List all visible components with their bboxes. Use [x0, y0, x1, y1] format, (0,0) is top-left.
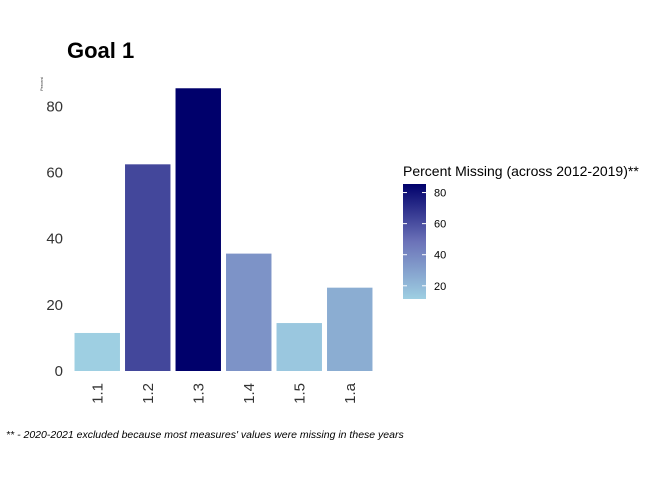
x-tick-label: 1.3 [190, 383, 207, 404]
bars [74, 88, 373, 372]
x-tick-label: 1.5 [291, 383, 308, 404]
legend-colorbar [403, 184, 426, 299]
legend-tick-label: 80 [434, 188, 446, 200]
bar-1-1 [74, 332, 120, 371]
legend-tick-label: 20 [434, 281, 446, 293]
y-tick-label: 40 [46, 231, 63, 248]
legend-tick-label: 40 [434, 250, 446, 262]
legend-title: Percent Missing (across 2012-2019)** [403, 163, 639, 179]
x-tick-label: 1.4 [241, 383, 258, 404]
y-axis-ticks: 0 20 40 60 80 [46, 98, 63, 380]
x-tick-label: 1.1 [89, 383, 106, 404]
legend: Percent Missing (across 2012-2019)** 20 4… [403, 163, 639, 299]
x-axis-ticks: 1.1 1.2 1.3 1.4 1.5 1.a [89, 382, 359, 404]
y-tick-label: 0 [55, 363, 63, 380]
bar-1-a [327, 287, 373, 371]
y-axis-label: Percent [39, 76, 44, 91]
bar-1-2 [125, 164, 171, 371]
footnote-caption: ** - 2020-2021 excluded because most mea… [6, 429, 404, 441]
y-tick-label: 20 [46, 297, 63, 314]
y-tick-label: 60 [46, 165, 63, 182]
legend-tick-label: 60 [434, 219, 446, 231]
x-tick-label: 1.2 [140, 383, 157, 404]
chart-title: Goal 1 [67, 38, 134, 63]
legend-ticks: 20 40 60 80 [403, 188, 446, 293]
bar-1-4 [226, 253, 272, 371]
bar-1-3 [175, 88, 221, 372]
bar-1-5 [276, 323, 322, 371]
y-tick-label: 80 [46, 98, 63, 115]
x-tick-label: 1.a [342, 382, 359, 404]
